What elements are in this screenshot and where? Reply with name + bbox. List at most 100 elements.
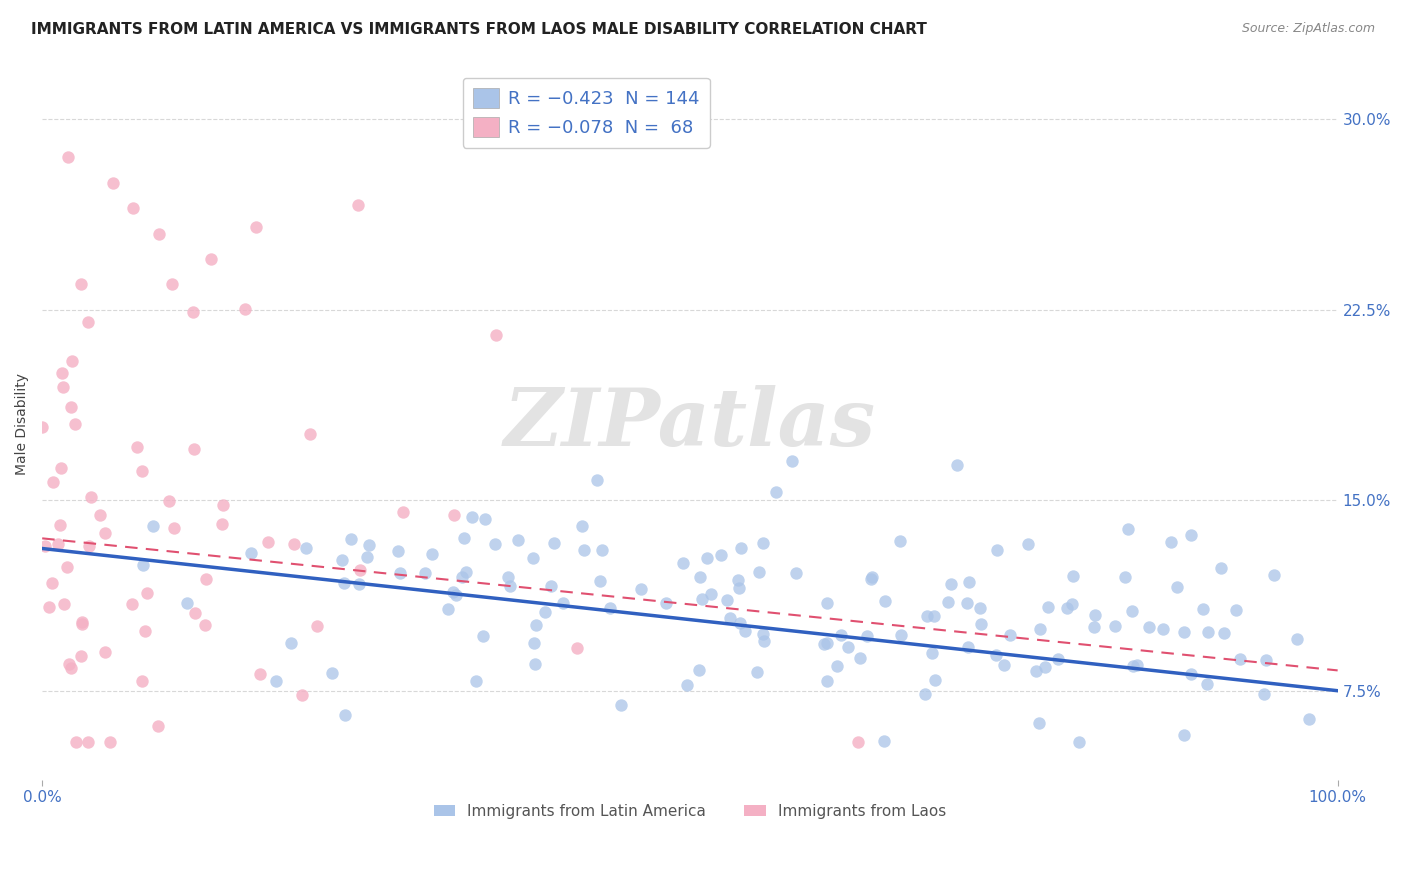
Point: [307, 619, 329, 633]
Point: [294, 541, 316, 556]
Text: IMMIGRANTS FROM LATIN AMERICA VS IMMIGRANTS FROM LAOS MALE DISABILITY CORRELATIO: IMMIGRANTS FROM LATIN AMERICA VS IMMIGRA…: [31, 22, 927, 37]
Point: [782, 454, 804, 468]
Point: [56, 150, 79, 164]
Point: [46, 537, 69, 551]
Point: [163, 521, 186, 535]
Point: [245, 219, 267, 234]
Point: [31, 419, 53, 434]
Point: [922, 609, 945, 624]
Point: [420, 547, 443, 561]
Point: [1047, 651, 1070, 665]
Point: [176, 596, 198, 610]
Point: [856, 629, 879, 643]
Point: [76, 316, 98, 330]
Point: [571, 519, 593, 533]
Point: [1225, 603, 1247, 617]
Point: [233, 302, 256, 317]
Point: [588, 574, 610, 588]
Point: [249, 667, 271, 681]
Point: [1160, 535, 1182, 549]
Point: [889, 534, 911, 549]
Point: [388, 566, 411, 580]
Point: [291, 688, 314, 702]
Point: [1025, 665, 1047, 679]
Point: [264, 673, 287, 688]
Point: [142, 519, 165, 533]
Point: [914, 687, 936, 701]
Point: [453, 531, 475, 545]
Point: [986, 648, 1008, 662]
Point: [52, 380, 75, 394]
Point: [98, 734, 121, 748]
Point: [1060, 598, 1083, 612]
Point: [813, 636, 835, 650]
Point: [63, 417, 86, 431]
Point: [785, 566, 807, 580]
Point: [1114, 569, 1136, 583]
Point: [1083, 620, 1105, 634]
Point: [181, 304, 204, 318]
Point: [346, 198, 368, 212]
Point: [496, 570, 519, 584]
Text: ZIPatlas: ZIPatlas: [503, 385, 876, 463]
Point: [1263, 568, 1285, 582]
Point: [696, 551, 718, 566]
Point: [484, 328, 506, 343]
Point: [591, 542, 613, 557]
Point: [121, 597, 143, 611]
Point: [465, 674, 488, 689]
Point: [70, 277, 93, 292]
Point: [49, 518, 72, 533]
Point: [599, 601, 621, 615]
Point: [131, 464, 153, 478]
Point: [1166, 580, 1188, 594]
Y-axis label: Male Disability: Male Disability: [15, 373, 30, 475]
Point: [93, 526, 115, 541]
Point: [34, 539, 56, 553]
Point: [436, 601, 458, 615]
Point: [998, 628, 1021, 642]
Point: [825, 658, 848, 673]
Point: [333, 708, 356, 723]
Point: [70, 615, 93, 630]
Point: [42, 475, 65, 489]
Point: [131, 674, 153, 689]
Point: [815, 674, 838, 689]
Point: [572, 543, 595, 558]
Point: [676, 677, 699, 691]
Point: [710, 548, 733, 562]
Point: [451, 570, 474, 584]
Point: [837, 640, 859, 655]
Point: [1253, 687, 1275, 701]
Point: [924, 673, 946, 687]
Point: [655, 596, 678, 610]
Point: [522, 636, 544, 650]
Point: [283, 537, 305, 551]
Point: [1122, 658, 1144, 673]
Point: [730, 616, 752, 631]
Text: Source: ZipAtlas.com: Source: ZipAtlas.com: [1241, 22, 1375, 36]
Point: [543, 536, 565, 550]
Point: [499, 579, 522, 593]
Point: [321, 665, 343, 680]
Point: [957, 574, 980, 589]
Point: [1084, 607, 1107, 622]
Point: [815, 596, 838, 610]
Point: [1212, 626, 1234, 640]
Point: [716, 593, 738, 607]
Point: [728, 581, 751, 595]
Point: [752, 633, 775, 648]
Point: [700, 587, 723, 601]
Point: [610, 698, 633, 713]
Point: [51, 461, 73, 475]
Point: [1191, 602, 1213, 616]
Point: [969, 601, 991, 615]
Point: [752, 627, 775, 641]
Point: [391, 505, 413, 519]
Point: [456, 565, 478, 579]
Point: [1180, 527, 1202, 541]
Point: [524, 618, 547, 632]
Point: [443, 508, 465, 522]
Point: [356, 550, 378, 565]
Point: [1298, 712, 1320, 726]
